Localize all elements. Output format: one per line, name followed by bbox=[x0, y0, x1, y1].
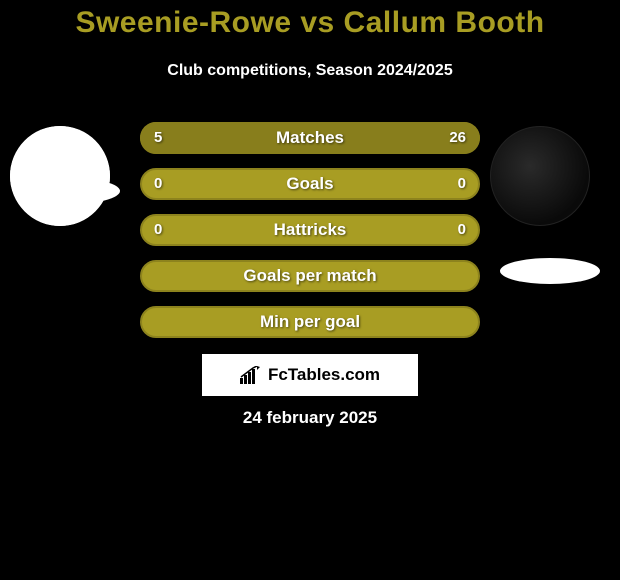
comparison-bar-row: Matches5 26 bbox=[140, 122, 480, 154]
comparison-bar-row: Goals per match bbox=[140, 260, 480, 292]
infographic-canvas: Sweenie-Rowe vs Callum Booth Club compet… bbox=[0, 0, 620, 580]
player-right-avatar bbox=[490, 126, 590, 226]
brand-box: FcTables.com bbox=[202, 354, 418, 396]
comparison-bar-row: Min per goal bbox=[140, 306, 480, 338]
bar-label: Goals per match bbox=[140, 260, 480, 292]
player-right-team-badge bbox=[500, 258, 600, 284]
comparison-title: Sweenie-Rowe vs Callum Booth bbox=[0, 6, 620, 40]
bar-label: Matches bbox=[140, 122, 480, 154]
bar-value-right: 26 bbox=[449, 122, 466, 154]
comparison-bar-row: Goals0 0 bbox=[140, 168, 480, 200]
comparison-subtitle: Club competitions, Season 2024/2025 bbox=[0, 62, 620, 80]
bar-value-right: 0 bbox=[458, 168, 466, 200]
date-stamp: 24 february 2025 bbox=[0, 408, 620, 428]
bar-value-left: 0 bbox=[154, 214, 162, 246]
comparison-bar-row: Hattricks0 0 bbox=[140, 214, 480, 246]
bar-value-right: 0 bbox=[458, 214, 466, 246]
brand-text: FcTables.com bbox=[268, 365, 380, 385]
bar-value-left: 5 bbox=[154, 122, 162, 154]
bar-label: Goals bbox=[140, 168, 480, 200]
bar-label: Hattricks bbox=[140, 214, 480, 246]
player-left-team-badge bbox=[20, 178, 120, 204]
brand-chart-icon bbox=[240, 366, 262, 384]
bar-label: Min per goal bbox=[140, 306, 480, 338]
bar-value-left: 0 bbox=[154, 168, 162, 200]
comparison-bar-list: Matches526Goals00Hattricks00Goals per ma… bbox=[140, 122, 480, 352]
player-left-avatar bbox=[10, 126, 110, 226]
